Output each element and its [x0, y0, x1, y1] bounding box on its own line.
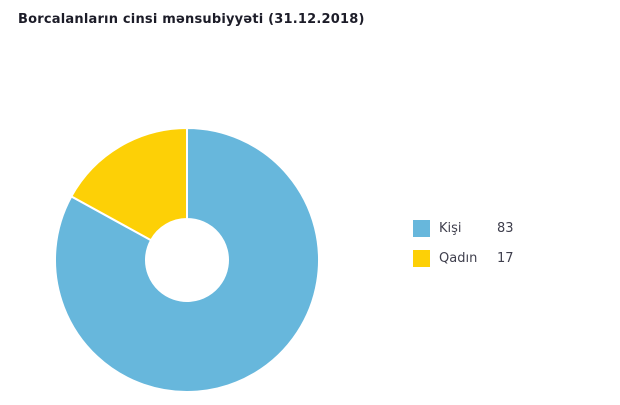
- donut-chart: [54, 127, 320, 393]
- legend-value: 17: [497, 251, 514, 266]
- legend-label: Qadın: [439, 251, 478, 266]
- legend: Kişi 83 Qadın 17: [413, 220, 523, 280]
- pie-slice-1[interactable]: [70, 127, 188, 242]
- chart-title: Borcalanların cinsi mənsubiyyəti (31.12.…: [18, 12, 365, 27]
- legend-swatch-qadin[interactable]: [413, 250, 430, 267]
- legend-value: 83: [497, 221, 514, 236]
- legend-swatch-kisi[interactable]: [413, 220, 430, 237]
- legend-item-qadin[interactable]: Qadın 17: [413, 250, 523, 267]
- legend-label: Kişi: [439, 221, 462, 236]
- legend-item-kisi[interactable]: Kişi 83: [413, 220, 523, 237]
- pie-slice-0[interactable]: [54, 127, 320, 393]
